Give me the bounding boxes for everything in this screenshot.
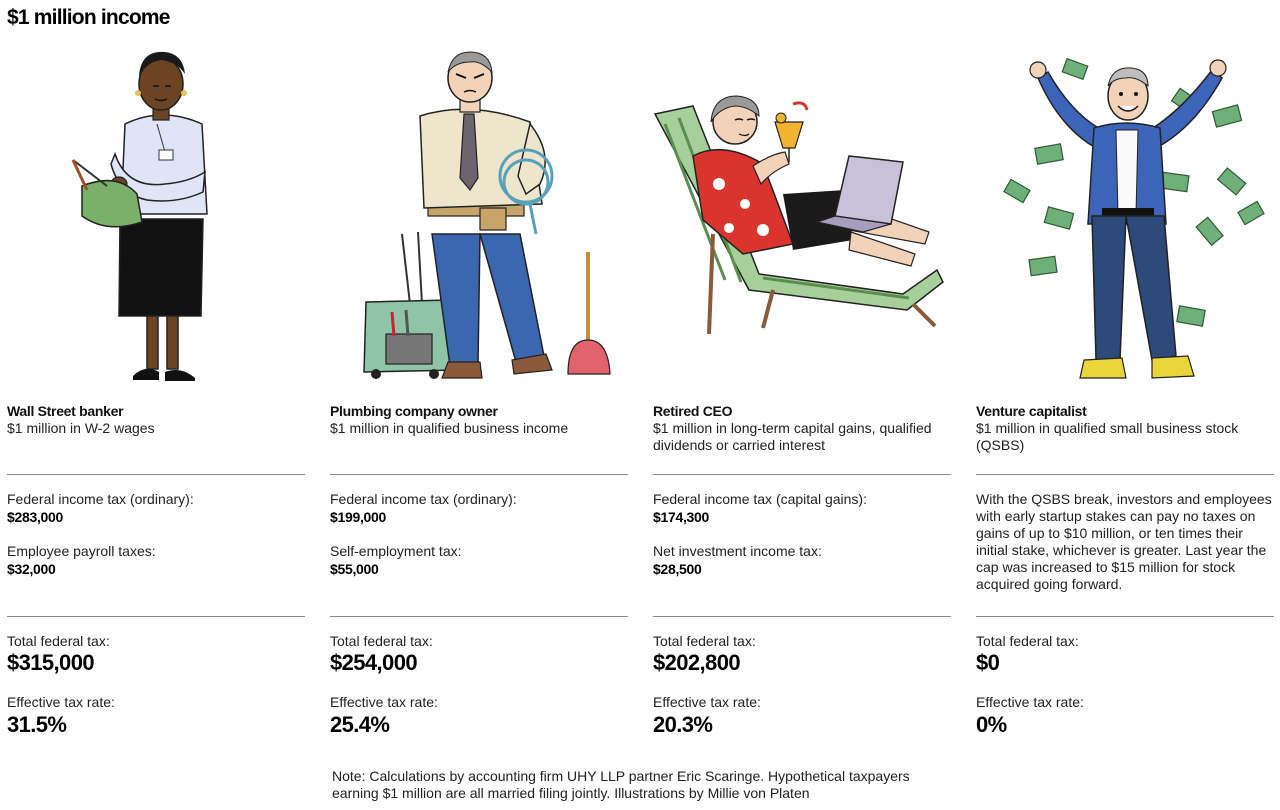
persona-name: Venture capitalist <box>976 403 1087 419</box>
tax-line-2-label: Employee payroll taxes: <box>7 543 156 559</box>
total-tax-label: Total federal tax: <box>653 633 756 649</box>
divider <box>7 616 305 617</box>
divider <box>7 474 305 475</box>
total-tax-value: $254,000 <box>330 650 418 675</box>
persona-description: $1 million in long-term capital gains, q… <box>653 420 932 453</box>
effective-rate-label: Effective tax rate: <box>653 694 761 710</box>
qsbs-note: With the QSBS break, investors and emplo… <box>976 491 1272 592</box>
plumber-illustration <box>330 44 630 394</box>
tax-line-1-value: $174,300 <box>653 509 709 525</box>
page-title: $1 million income <box>7 6 170 29</box>
divider <box>330 474 628 475</box>
effective-rate-value: 20.3% <box>653 712 713 737</box>
retired-ceo-illustration <box>653 44 953 394</box>
divider <box>976 474 1274 475</box>
tax-line-1-value: $283,000 <box>7 509 63 525</box>
banker-illustration <box>7 44 307 394</box>
total-tax-label: Total federal tax: <box>7 633 110 649</box>
tax-line-2-label: Net investment income tax: <box>653 543 822 559</box>
effective-rate-value: 25.4% <box>330 712 390 737</box>
persona-name: Plumbing company owner <box>330 403 498 419</box>
tax-line-2-value: $55,000 <box>330 561 379 577</box>
total-tax-value: $202,800 <box>653 650 741 675</box>
effective-rate-value: 31.5% <box>7 712 67 737</box>
effective-rate-label: Effective tax rate: <box>330 694 438 710</box>
tax-line-2-label: Self-employment tax: <box>330 543 462 559</box>
tax-line-2-value: $28,500 <box>653 561 702 577</box>
tax-line-1-label: Federal income tax (capital gains): <box>653 491 867 507</box>
tax-line-2-value: $32,000 <box>7 561 56 577</box>
persona-description: $1 million in qualified business income <box>330 420 569 436</box>
effective-rate-label: Effective tax rate: <box>976 694 1084 710</box>
tax-line-1-label: Federal income tax (ordinary): <box>7 491 194 507</box>
venture-capitalist-illustration <box>976 44 1276 394</box>
persona-description: $1 million in W-2 wages <box>7 420 155 436</box>
persona-description: $1 million in qualified small business s… <box>976 420 1239 453</box>
total-tax-label: Total federal tax: <box>330 633 433 649</box>
divider <box>653 616 951 617</box>
persona-name: Retired CEO <box>653 403 733 419</box>
persona-name: Wall Street banker <box>7 403 124 419</box>
source-footnote: Note: Calculations by accounting firm UH… <box>332 768 910 801</box>
total-tax-label: Total federal tax: <box>976 633 1079 649</box>
divider <box>976 616 1274 617</box>
total-tax-value: $315,000 <box>7 650 95 675</box>
tax-line-1-value: $199,000 <box>330 509 386 525</box>
divider <box>653 474 951 475</box>
divider <box>330 616 628 617</box>
effective-rate-label: Effective tax rate: <box>7 694 115 710</box>
effective-rate-value: 0% <box>976 712 1007 737</box>
tax-line-1-label: Federal income tax (ordinary): <box>330 491 517 507</box>
total-tax-value: $0 <box>976 650 1000 675</box>
